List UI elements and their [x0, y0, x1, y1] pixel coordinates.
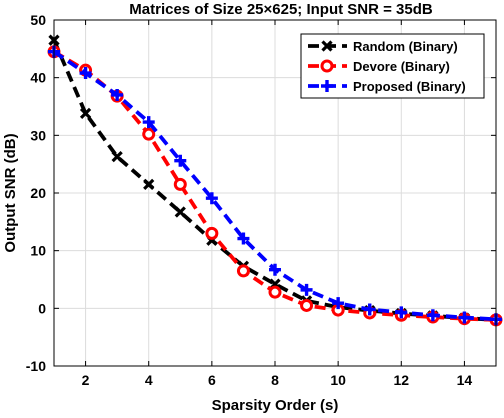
data-point [205, 192, 218, 205]
x-tick-label: 2 [82, 372, 90, 388]
legend-label: Random (Binary) [353, 39, 458, 54]
data-point [458, 311, 471, 324]
x-axis-title: Sparsity Order (s) [212, 397, 339, 414]
data-point [332, 297, 345, 310]
legend-item: Proposed (Binary) [308, 79, 466, 94]
x-tick-label: 6 [208, 372, 216, 388]
data-point [300, 283, 313, 296]
y-tick-label: 40 [30, 70, 46, 86]
data-point [173, 177, 187, 191]
y-tick-label: 50 [30, 12, 46, 28]
data-point [395, 306, 408, 319]
data-point [269, 263, 281, 276]
data-point [205, 226, 219, 240]
data-point [363, 303, 376, 316]
data-point [142, 127, 156, 141]
legend-marker [320, 59, 334, 73]
data-point [174, 206, 186, 218]
data-point [79, 107, 92, 120]
x-tick-label: 8 [271, 372, 279, 388]
x-tick-label: 14 [457, 372, 473, 388]
y-tick-label: 10 [30, 243, 46, 259]
axis-ticks: 2 4 6 8 10 12 14 -10 0 10 20 30 40 50 [26, 12, 496, 388]
chart-title: Matrices of Size 25×625; Input SNR = 35d… [129, 1, 433, 18]
legend-label: Proposed (Binary) [353, 79, 466, 94]
data-point [111, 151, 123, 163]
legend-label: Devore (Binary) [353, 59, 450, 74]
data-point [237, 232, 250, 245]
y-axis-title: Output SNR (dB) [2, 133, 19, 252]
y-tick-label: 20 [30, 185, 46, 201]
y-tick-label: -10 [26, 358, 46, 374]
data-point [111, 88, 124, 101]
data-point [300, 298, 314, 312]
y-tick-label: 0 [38, 300, 46, 316]
data-point [142, 116, 155, 129]
data-point [174, 154, 187, 167]
legend-marker [321, 80, 333, 92]
legend-item: Devore (Binary) [308, 59, 450, 74]
y-tick-label: 30 [30, 127, 46, 143]
legend: Random (Binary) Devore (Binary) Proposed (… [300, 33, 485, 99]
data-point [79, 67, 92, 80]
legend-marker [321, 40, 333, 52]
x-tick-label: 4 [145, 372, 153, 388]
data-point [236, 264, 250, 278]
data-point [268, 285, 282, 299]
legend-item: Random (Binary) [308, 39, 458, 54]
data-point [143, 178, 155, 190]
x-tick-label: 12 [393, 372, 409, 388]
x-tick-label: 10 [330, 372, 346, 388]
data-point [426, 309, 439, 322]
